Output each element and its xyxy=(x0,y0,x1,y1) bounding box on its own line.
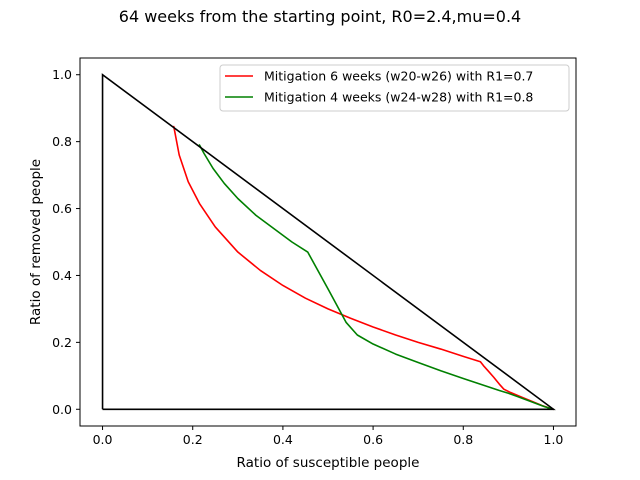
y-tick-label: 0.4 xyxy=(52,268,72,283)
x-tick-label: 0.0 xyxy=(93,432,113,447)
series-line-2 xyxy=(198,144,555,411)
axis-ticks: 0.0 0.2 0.4 0.6 0.8 1.0 0.0 0.2 0.4 0.6 0.8 1.0 xyxy=(52,67,563,447)
plot-area xyxy=(101,73,556,411)
boundary-triangle xyxy=(101,73,556,411)
x-tick-label: 0.8 xyxy=(453,432,473,447)
x-tick-label: 1.0 xyxy=(544,432,564,447)
y-tick-label: 0.2 xyxy=(52,335,72,350)
legend-box xyxy=(219,64,570,112)
y-axis-label: Ratio of removed people xyxy=(28,159,44,325)
x-tick-label: 0.2 xyxy=(183,432,203,447)
x-tick-label: 0.4 xyxy=(273,432,293,447)
series-line-1 xyxy=(172,125,555,411)
legend-label-2: Mitigation 4 weeks (w24-w28) with R1=0.8 xyxy=(264,90,533,105)
x-axis-label: Ratio of susceptible people xyxy=(237,455,420,471)
y-tick-label: 0.8 xyxy=(52,134,72,149)
x-tick-label: 0.6 xyxy=(363,432,383,447)
y-tick-label: 0.6 xyxy=(52,201,72,216)
legend-label-1: Mitigation 6 weeks (w20-w26) with R1=0.7 xyxy=(264,69,533,84)
chart-title: 64 weeks from the starting point, R0=2.4… xyxy=(119,7,521,26)
y-tick-label: 0.0 xyxy=(52,402,72,417)
y-tick-label: 1.0 xyxy=(52,67,72,82)
legend: Mitigation 6 weeks (w20-w26) with R1=0.7… xyxy=(219,64,570,112)
axes-frame xyxy=(79,57,577,427)
